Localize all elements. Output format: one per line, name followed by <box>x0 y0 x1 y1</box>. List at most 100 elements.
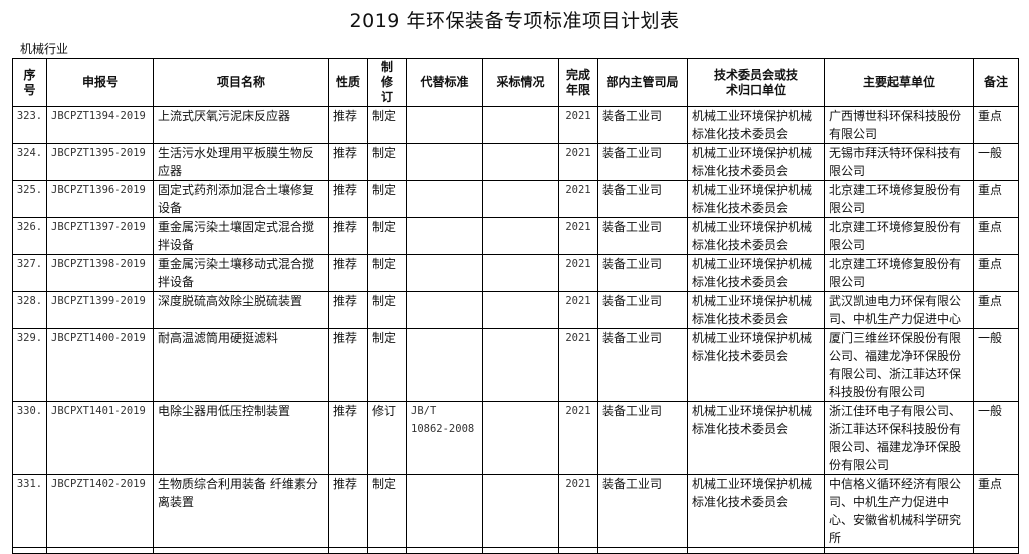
cell-no: 325. <box>12 180 47 218</box>
section-label: 机械行业 <box>20 42 69 56</box>
cell-committee: 机械工业环境保护机械标准化技术委员会 <box>687 401 825 475</box>
cell-type: 制定 <box>367 254 407 292</box>
cell-empty <box>687 547 825 554</box>
cell-drafter: 北京建工环境修复股份有限公司 <box>824 217 974 255</box>
cell-nature: 推荐 <box>328 143 368 181</box>
cell-empty <box>824 547 974 554</box>
cell-dept: 装备工业司 <box>597 254 688 292</box>
cell-nature: 推荐 <box>328 401 368 475</box>
cell-year: 2021 <box>558 143 598 181</box>
cell-no: 330. <box>12 401 47 475</box>
cell-type: 制定 <box>367 328 407 402</box>
cell-drafter: 中信格义循环经济有限公司、中机生产力促进中心、安徽省机械科学研究所 <box>824 474 974 548</box>
column-header-committee: 技术委员会或技术归口单位 <box>687 58 825 107</box>
column-header-no: 序号 <box>12 58 47 107</box>
cell-adoption <box>482 254 559 292</box>
cell-no: 324. <box>12 143 47 181</box>
cell-note: 重点 <box>973 474 1019 548</box>
cell-committee: 机械工业环境保护机械标准化技术委员会 <box>687 143 825 181</box>
cell-code: JBCPZT1399-2019 <box>46 291 154 329</box>
table-row-partial <box>12 547 1019 554</box>
cell-empty <box>367 547 407 554</box>
cell-code: JBCPZT1395-2019 <box>46 143 154 181</box>
cell-name: 重金属污染土壤固定式混合搅拌设备 <box>153 217 329 255</box>
cell-empty <box>153 547 329 554</box>
table-row: 327. JBCPZT1398-2019 重金属污染土壤移动式混合搅拌设备 推荐 制定 2… <box>12 254 1019 292</box>
cell-empty <box>597 547 688 554</box>
cell-adoption <box>482 217 559 255</box>
cell-type: 制定 <box>367 291 407 329</box>
cell-no: 323. <box>12 106 47 144</box>
cell-dept: 装备工业司 <box>597 143 688 181</box>
cell-code: JBCPZT1397-2019 <box>46 217 154 255</box>
cell-no: 328. <box>12 291 47 329</box>
cell-note: 一般 <box>973 328 1019 402</box>
cell-dept: 装备工业司 <box>597 291 688 329</box>
cell-drafter: 无锡市拜沃特环保科技有限公司 <box>824 143 974 181</box>
cell-code: JBCPZT1402-2019 <box>46 474 154 548</box>
cell-note: 重点 <box>973 254 1019 292</box>
cell-committee: 机械工业环境保护机械标准化技术委员会 <box>687 106 825 144</box>
cell-committee: 机械工业环境保护机械标准化技术委员会 <box>687 180 825 218</box>
cell-adoption <box>482 180 559 218</box>
column-header-year: 完成年限 <box>558 58 598 107</box>
cell-drafter: 广西博世科环保科技股份有限公司 <box>824 106 974 144</box>
cell-name: 耐高温滤筒用硬挺滤料 <box>153 328 329 402</box>
cell-type: 修订 <box>367 401 407 475</box>
cell-adoption <box>482 328 559 402</box>
column-header-name: 项目名称 <box>153 58 329 107</box>
cell-adoption <box>482 106 559 144</box>
cell-name: 深度脱硫高效除尘脱硫装置 <box>153 291 329 329</box>
cell-no: 331. <box>12 474 47 548</box>
cell-drafter: 武汉凯迪电力环保有限公司、中机生产力促进中心 <box>824 291 974 329</box>
cell-note: 重点 <box>973 106 1019 144</box>
cell-adoption <box>482 401 559 475</box>
cell-committee: 机械工业环境保护机械标准化技术委员会 <box>687 328 825 402</box>
cell-type: 制定 <box>367 180 407 218</box>
cell-note: 一般 <box>973 143 1019 181</box>
column-header-replaces: 代替标准 <box>406 58 483 107</box>
standards-table: 序号 申报号 项目名称 性质 制修订 代替标准 采标情况 完成年限 部内主管司局 技术委员会或技术… <box>12 58 1019 554</box>
cell-dept: 装备工业司 <box>597 217 688 255</box>
cell-no: 329. <box>12 328 47 402</box>
table-row: 328. JBCPZT1399-2019 深度脱硫高效除尘脱硫装置 推荐 制定 2021 装… <box>12 291 1019 329</box>
column-header-drafter: 主要起草单位 <box>824 58 974 107</box>
cell-replaces <box>406 143 483 181</box>
cell-dept: 装备工业司 <box>597 180 688 218</box>
cell-type: 制定 <box>367 143 407 181</box>
cell-nature: 推荐 <box>328 474 368 548</box>
cell-name: 电除尘器用低压控制装置 <box>153 401 329 475</box>
cell-name: 重金属污染土壤移动式混合搅拌设备 <box>153 254 329 292</box>
cell-nature: 推荐 <box>328 328 368 402</box>
cell-note: 重点 <box>973 291 1019 329</box>
cell-type: 制定 <box>367 474 407 548</box>
cell-committee: 机械工业环境保护机械标准化技术委员会 <box>687 291 825 329</box>
cell-committee: 机械工业环境保护机械标准化技术委员会 <box>687 217 825 255</box>
cell-nature: 推荐 <box>328 254 368 292</box>
column-header-code: 申报号 <box>46 58 154 107</box>
cell-replaces <box>406 180 483 218</box>
cell-dept: 装备工业司 <box>597 401 688 475</box>
table-row: 330. JBCPXT1401-2019 电除尘器用低压控制装置 推荐 修订 JB/T 1… <box>12 401 1019 475</box>
cell-year: 2021 <box>558 217 598 255</box>
cell-name: 生物质综合利用装备 纤维素分离装置 <box>153 474 329 548</box>
cell-code: JBCPZT1396-2019 <box>46 180 154 218</box>
cell-replaces <box>406 254 483 292</box>
cell-drafter: 北京建工环境修复股份有限公司 <box>824 254 974 292</box>
cell-replaces <box>406 217 483 255</box>
table-row: 324. JBCPZT1395-2019 生活污水处理用平板膜生物反应器 推荐 制定 20… <box>12 143 1019 181</box>
cell-name: 固定式药剂添加混合土壤修复设备 <box>153 180 329 218</box>
cell-replaces <box>406 106 483 144</box>
cell-drafter: 北京建工环境修复股份有限公司 <box>824 180 974 218</box>
cell-replaces <box>406 474 483 548</box>
cell-year: 2021 <box>558 474 598 548</box>
cell-year: 2021 <box>558 291 598 329</box>
cell-replaces <box>406 328 483 402</box>
cell-committee: 机械工业环境保护机械标准化技术委员会 <box>687 474 825 548</box>
cell-empty <box>12 547 47 554</box>
cell-empty <box>328 547 368 554</box>
header-row: 序号 申报号 项目名称 性质 制修订 代替标准 采标情况 完成年限 部内主管司局 技术委员会或技术… <box>12 58 1019 107</box>
cell-empty <box>46 547 154 554</box>
cell-name: 生活污水处理用平板膜生物反应器 <box>153 143 329 181</box>
column-header-dept: 部内主管司局 <box>597 58 688 107</box>
